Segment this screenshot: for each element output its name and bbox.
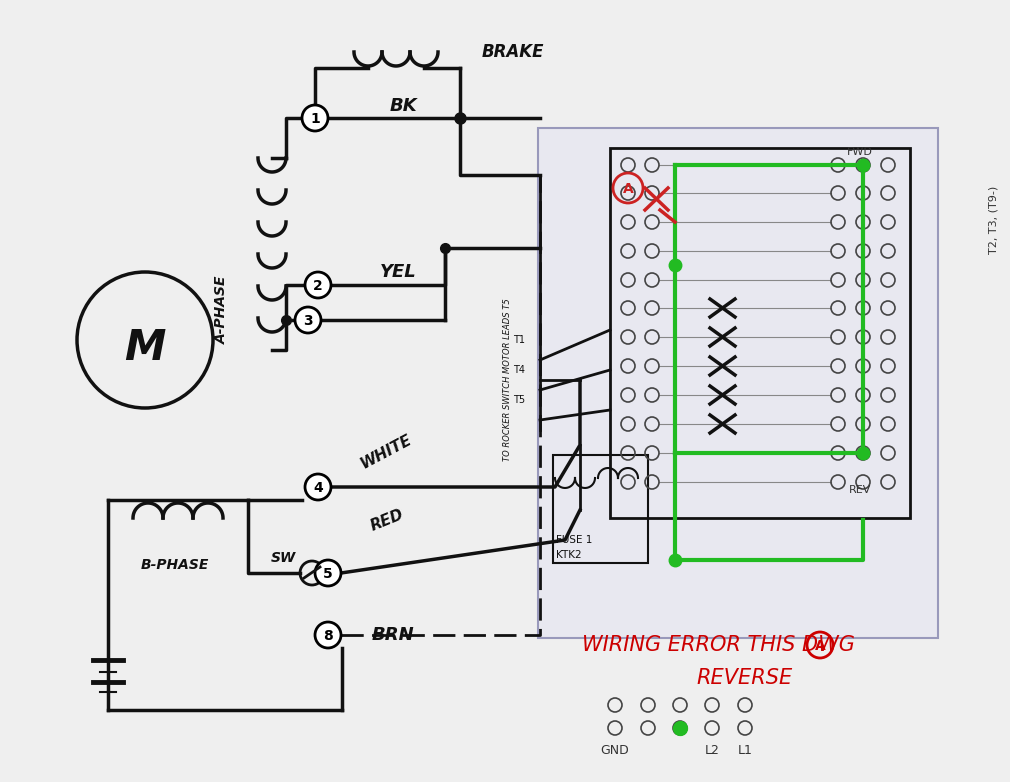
Circle shape [305,272,331,298]
Circle shape [315,560,341,586]
Text: BRAKE: BRAKE [482,43,544,61]
Text: TO ROCKER SWITCH MOTOR LEADS T5: TO ROCKER SWITCH MOTOR LEADS T5 [504,299,512,461]
Text: BRN: BRN [372,626,415,644]
Text: 3: 3 [303,314,313,328]
Text: SW: SW [271,551,296,565]
Text: FUSE 1: FUSE 1 [556,535,593,545]
Text: WHITE: WHITE [358,432,414,472]
Text: WIRING ERROR THIS DWG: WIRING ERROR THIS DWG [582,635,854,655]
Text: REV: REV [848,485,872,495]
Text: T5: T5 [513,395,525,405]
Text: A-PHASE: A-PHASE [215,276,229,344]
Circle shape [315,622,341,648]
FancyBboxPatch shape [538,128,938,638]
Text: 5: 5 [323,567,333,581]
Circle shape [305,474,331,500]
Text: FWD: FWD [847,147,873,157]
Text: L1: L1 [737,744,752,756]
Text: T4: T4 [513,365,525,375]
Text: 4: 4 [313,481,323,495]
Text: 2: 2 [313,279,323,293]
Text: T1: T1 [513,335,525,345]
Text: L2: L2 [705,744,719,756]
Text: BK: BK [390,97,418,115]
Text: 8: 8 [323,629,333,643]
Text: KTK2: KTK2 [556,550,582,560]
Circle shape [295,307,321,333]
Text: 1: 1 [310,112,320,126]
Text: A: A [815,639,825,653]
Text: GND: GND [601,744,629,756]
Text: YEL: YEL [380,263,417,281]
Text: B-PHASE: B-PHASE [140,558,209,572]
Text: REVERSE: REVERSE [697,668,793,688]
Text: RED: RED [368,507,406,533]
Text: A: A [622,182,633,196]
Circle shape [302,105,328,131]
Text: M: M [124,327,166,369]
Text: T2, T3, (T9-): T2, T3, (T9-) [988,186,998,254]
